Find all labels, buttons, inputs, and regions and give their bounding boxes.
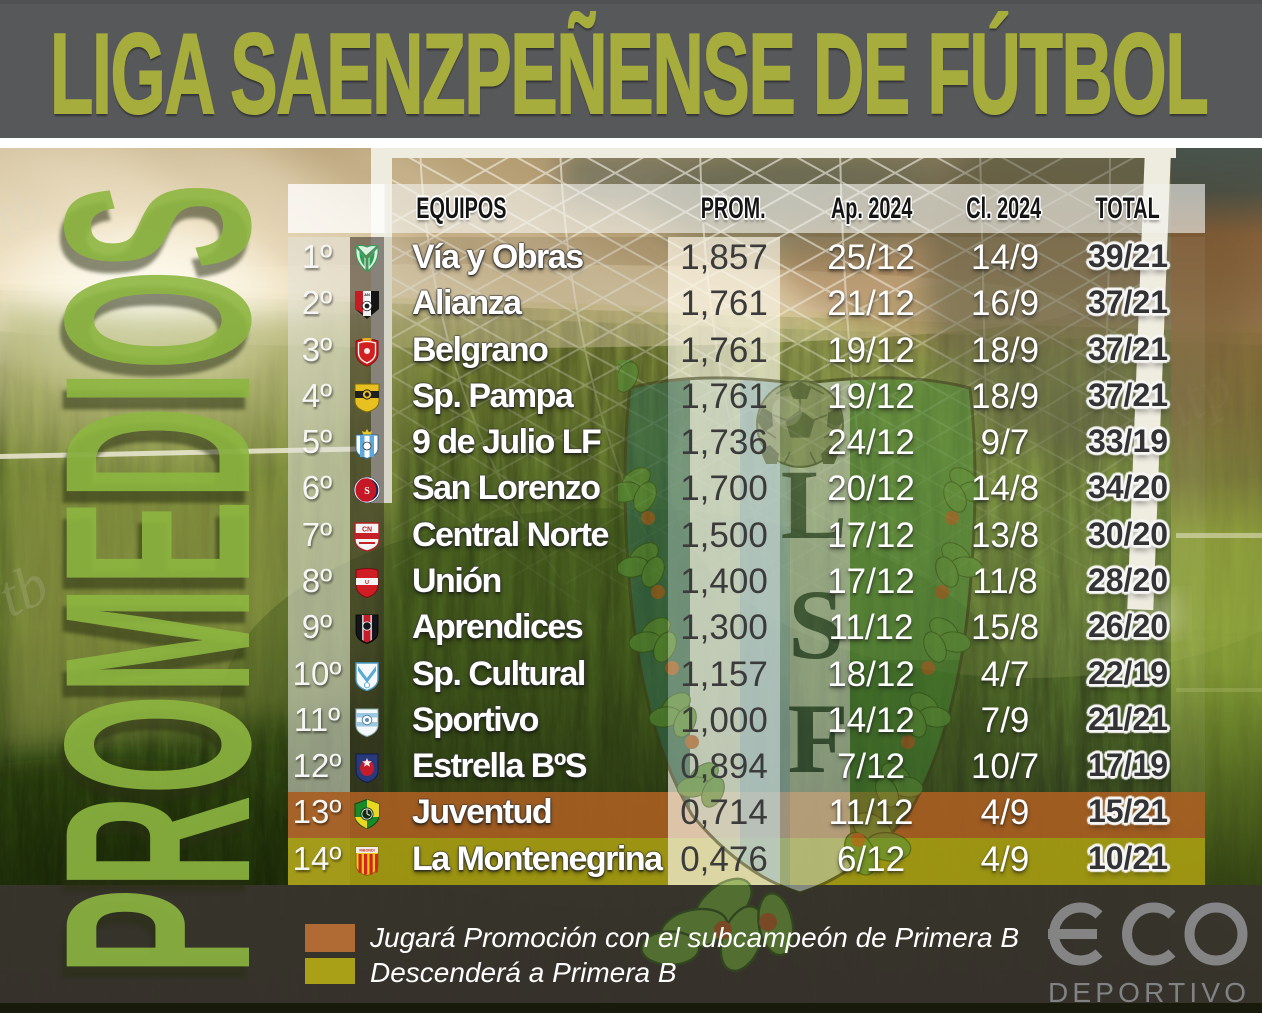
svg-text:S: S [788, 569, 844, 680]
svg-text:U: U [365, 580, 369, 586]
svg-text:DEPORTIVO: DEPORTIVO [1048, 977, 1250, 1008]
svg-text:F: F [787, 683, 848, 794]
svg-text:RIBONDI: RIBONDI [359, 849, 374, 853]
svg-text:AN: AN [364, 292, 370, 297]
svg-text:S: S [364, 486, 370, 497]
svg-text:CN: CN [362, 527, 372, 534]
svg-text:L: L [781, 449, 848, 560]
